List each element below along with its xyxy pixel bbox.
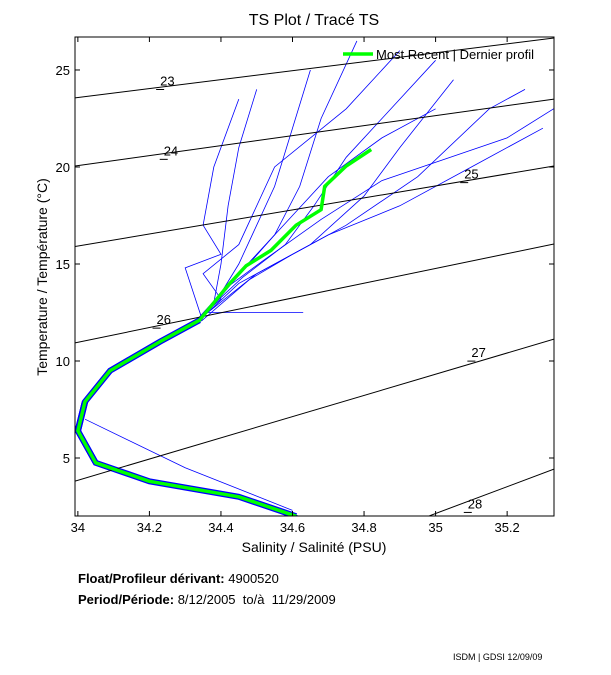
period-info: Period/Période: 8/12/2005 to/à 11/29/200… [78, 592, 336, 607]
density-contour-26 [75, 243, 554, 344]
plot-area [75, 37, 554, 516]
density-contour-27 [75, 338, 554, 482]
y-tick-label: 5 [63, 451, 70, 466]
density-contour-23 [75, 37, 554, 99]
x-tick-label: 34 [71, 520, 85, 535]
y-tick-label: 10 [56, 354, 70, 369]
chart-title: TS Plot / Tracé TS [249, 12, 379, 29]
contour-label: 24 [164, 143, 178, 158]
period-label: Period/Période: [78, 592, 175, 607]
legend-label-most-recent: Most Recent | Dernier profil [376, 47, 534, 62]
float-info: Float/Profileur dérivant: 4900520 [78, 571, 279, 586]
x-tick-label: 35 [428, 520, 442, 535]
y-tick-label: 15 [56, 257, 70, 272]
y-tick-label: 20 [56, 160, 70, 175]
credit-text: ISDM | GDSI 12/09/09 [453, 652, 543, 662]
contour-label: 23 [160, 74, 174, 89]
x-tick-label: 34.2 [137, 520, 162, 535]
float-label: Float/Profileur dérivant: [78, 571, 225, 586]
most-recent-profile-line [76, 148, 373, 516]
y-tick-label: 25 [56, 63, 70, 78]
x-tick-label: 34.8 [351, 520, 376, 535]
density-contour-25 [75, 165, 554, 247]
y-axis-label: Temperature / Température (°C) [34, 178, 50, 376]
contour-label: 27 [471, 345, 485, 360]
axes-box [74, 36, 555, 517]
x-tick-label: 35.2 [494, 520, 519, 535]
x-axis-label: Salinity / Salinité (PSU) [242, 539, 387, 555]
x-tick-label: 34.6 [280, 520, 305, 535]
contour-label: 28 [468, 496, 482, 511]
contour-label: 25 [464, 167, 478, 182]
period-value: 8/12/2005 to/à 11/29/2009 [177, 592, 336, 607]
float-value: 4900520 [228, 571, 279, 586]
contour-label: 26 [157, 312, 171, 327]
x-tick-label: 34.4 [208, 520, 233, 535]
density-contour-24 [75, 98, 554, 167]
historical-profile-line [84, 418, 293, 511]
density-contour-28 [428, 468, 554, 516]
